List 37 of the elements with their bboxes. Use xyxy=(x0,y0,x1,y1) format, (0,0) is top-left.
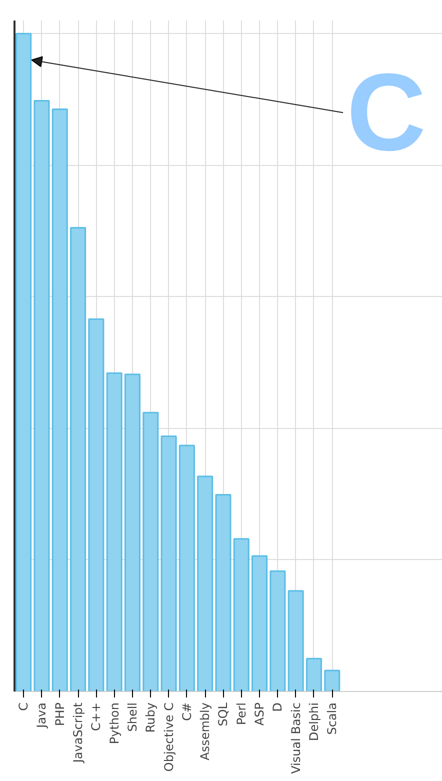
annotation: C xyxy=(346,51,426,174)
bar xyxy=(252,555,268,692)
x-tick-label: PHP xyxy=(52,702,67,726)
bar xyxy=(197,476,214,692)
x-tick-label: SQL xyxy=(216,702,230,726)
bar xyxy=(124,374,140,692)
bar xyxy=(270,570,286,692)
x-tick-label: Java xyxy=(34,702,49,729)
x-tick-label: Perl xyxy=(234,702,248,725)
bar xyxy=(70,226,86,692)
x-tick-label: JavaScript xyxy=(71,702,86,764)
bar xyxy=(178,444,195,692)
x-tick-label: Visual Basic xyxy=(288,702,303,774)
bar xyxy=(288,590,304,692)
x-tick-label: Assembly xyxy=(198,702,212,760)
x-tick-label: C# xyxy=(180,702,194,721)
x-tick-label: Python xyxy=(107,702,122,744)
x-tick-label: Delphi xyxy=(306,702,321,742)
bar xyxy=(106,372,122,692)
x-tick-label: Shell xyxy=(125,702,140,732)
bar xyxy=(233,538,250,692)
x-tick-label: ASP xyxy=(252,702,267,726)
bar xyxy=(16,32,32,692)
bar xyxy=(324,670,340,692)
x-tick-label: D xyxy=(270,702,285,712)
x-tick-label: Ruby xyxy=(144,702,158,733)
bar xyxy=(52,108,68,692)
bar xyxy=(88,318,104,692)
x-tick-label: Scala xyxy=(325,702,340,735)
x-tick-label: C++ xyxy=(89,702,104,731)
bar xyxy=(142,412,159,692)
x-tick-label: Objective C xyxy=(162,702,176,772)
bar xyxy=(160,436,177,692)
x-tick-label: C xyxy=(16,702,31,711)
bar xyxy=(215,494,232,692)
bar xyxy=(306,658,322,692)
bar xyxy=(34,100,50,692)
